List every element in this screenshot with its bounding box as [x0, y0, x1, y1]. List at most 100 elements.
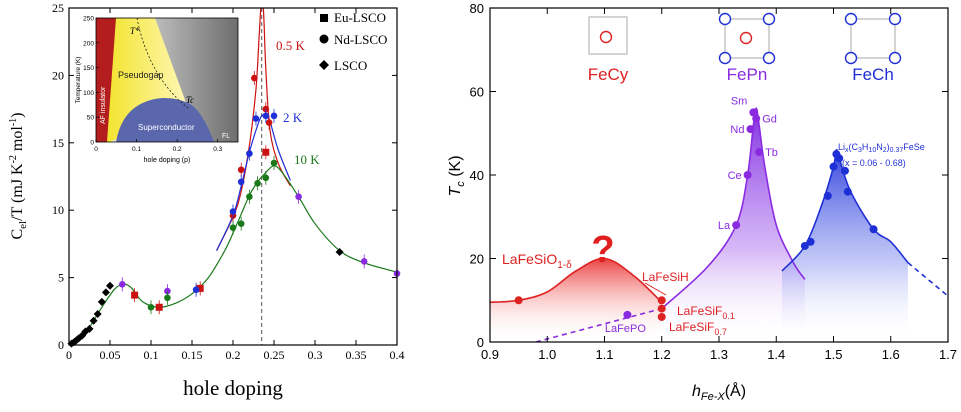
point-2k: [252, 115, 260, 122]
x-tick-label: 1.1: [595, 347, 613, 362]
x-tick-label: 1.2: [653, 347, 671, 362]
label-fese-range: (x = 0.06 - 0.68): [842, 158, 906, 168]
x-tick-label: 1.6: [882, 347, 900, 362]
legend-label-nd-lsco: Nd-LSCO: [334, 32, 387, 47]
inset-x-tick-label: 0.3: [213, 146, 222, 153]
point-10k: [147, 303, 155, 311]
lsco-point: [335, 247, 344, 256]
chart-left: 0 0.05 0.1 0.15 0.2 0.25 0.3 0.35 0.40510152025 …: [8, 1, 405, 400]
inset-x-tick-label: 0.2: [173, 146, 182, 153]
legend-marker-diamond: [319, 60, 329, 70]
fech-point: [806, 237, 815, 246]
legend-marker-square: [320, 14, 328, 22]
legend-label-eu-lsco: Eu-LSCO: [334, 10, 386, 25]
axis-ticks-right: 0.9 1.0 1.1 1.2 1.3 1.4 1.5 1.6 1.7 0 20 40 60 80: [470, 1, 958, 362]
y-tick-label: 10: [52, 203, 64, 217]
y-tick-label: 25: [52, 1, 64, 15]
point-0.5k: [237, 166, 245, 174]
y-tick-label: 20: [470, 252, 484, 267]
x-tick-label: 0.2: [226, 348, 241, 362]
lsco-point: [106, 281, 114, 290]
chart-right: LaFePO La Ce Nd Sm Gd Tb 0.9 1.0 1.1 1.2 1.3 1.4 1.5…: [447, 1, 957, 403]
inset-x-tick-label: 0: [94, 146, 98, 153]
temp-label-2k: 2 K: [283, 110, 303, 125]
inset-label-superconductor: Superconductor: [138, 123, 195, 132]
element-label-nd: Nd: [730, 124, 744, 136]
inset-label-tc: Tc: [186, 95, 194, 105]
af-insulator-region: [96, 18, 116, 142]
fech-point: [800, 241, 809, 250]
inset-y-tick-label: 50: [87, 115, 95, 122]
eu-lsco-point: [262, 148, 270, 156]
point-0.5k: [265, 119, 273, 126]
fech-point: [869, 225, 878, 234]
lafesih-pointer: [644, 282, 667, 296]
fepn-point: [623, 310, 632, 319]
point-2k: [270, 112, 278, 120]
y-tick-label: 80: [470, 1, 484, 16]
y-axis-label-left: Cel/T (mJ K-2 mol-1): [8, 112, 29, 239]
lsco-point: [89, 316, 98, 325]
y-axis-label-right: Tc (K): [447, 155, 467, 196]
temp-label-05k: 0.5 K: [276, 38, 306, 53]
fepn-curve: [661, 107, 806, 310]
x-tick-label: 1.0: [538, 347, 556, 362]
fecy-dome-fill: [490, 258, 662, 342]
x-tick-label: 0.1: [144, 348, 159, 362]
tstar-line: [136, 18, 189, 109]
element-label-lafepo: LaFePO: [605, 323, 646, 335]
inset-y-tick-label: 100: [83, 90, 94, 97]
point-10k: [270, 159, 278, 167]
lsco-point: [101, 288, 110, 297]
fecy-point: [514, 296, 523, 305]
point-nd-lsco: [295, 193, 302, 201]
curve-2k: [216, 114, 291, 251]
point-2k: [246, 150, 253, 157]
fech-dome-fill: [781, 149, 908, 342]
lsco-point: [93, 309, 102, 318]
point-2k: [229, 208, 237, 215]
label-lafesio: LaFeSiO1-δ: [502, 251, 572, 271]
inset-label-fl: FL: [222, 133, 230, 140]
inset-y-tick-label: 0: [90, 140, 94, 147]
fecy-point: [657, 296, 666, 305]
element-label-ce: Ce: [728, 170, 742, 182]
label-lafesif01: LaFeSiF0.1: [677, 304, 735, 321]
group-label-fecy: FeCy: [588, 65, 629, 84]
fech-point: [843, 187, 852, 196]
fepn-point: [746, 125, 755, 134]
x-axis-label-right: hFe-X(Å): [692, 381, 746, 403]
point-nd-lsco: [360, 258, 368, 265]
point-nd-lsco: [119, 281, 126, 288]
label-lafesih: LaFeSiH: [642, 270, 689, 284]
x-tick-label: 0.4: [390, 348, 405, 362]
fech-extrapolation: [907, 262, 948, 297]
fech-point: [840, 166, 849, 175]
point-10k: [237, 220, 245, 227]
x-tick-label: 0.25: [264, 348, 285, 362]
x-tick-label: 0.05: [100, 348, 121, 362]
point-10k: [262, 174, 270, 182]
point-0.5k: [251, 74, 258, 82]
fepn-point: [752, 114, 761, 123]
inset-label-pseudogap: Pseudogap: [118, 70, 164, 80]
x-tick-label: 0.3: [308, 348, 323, 362]
temp-label-10k: 10 K: [294, 152, 320, 167]
superconductor-region: [116, 98, 214, 142]
point-2k: [237, 178, 245, 186]
fepn-structure-icon: [718, 12, 776, 65]
inset-x-label: hole doping (p): [144, 157, 191, 164]
legend-marker-circle: [319, 34, 329, 44]
legend-left: Eu-LSCO Nd-LSCO LSCO: [319, 10, 387, 73]
inset-y-tick-label: 200: [83, 40, 94, 47]
inset-y-tick-label: 150: [83, 65, 94, 72]
point-2k: [192, 286, 200, 294]
fecy-point: [657, 304, 666, 313]
y-tick-label: 20: [52, 68, 64, 82]
x-tick-label: 1.7: [939, 347, 957, 362]
x-tick-label: 0: [66, 348, 72, 362]
x-tick-label: 0.35: [346, 348, 367, 362]
fech-point: [829, 162, 838, 171]
fech-point: [835, 154, 844, 163]
